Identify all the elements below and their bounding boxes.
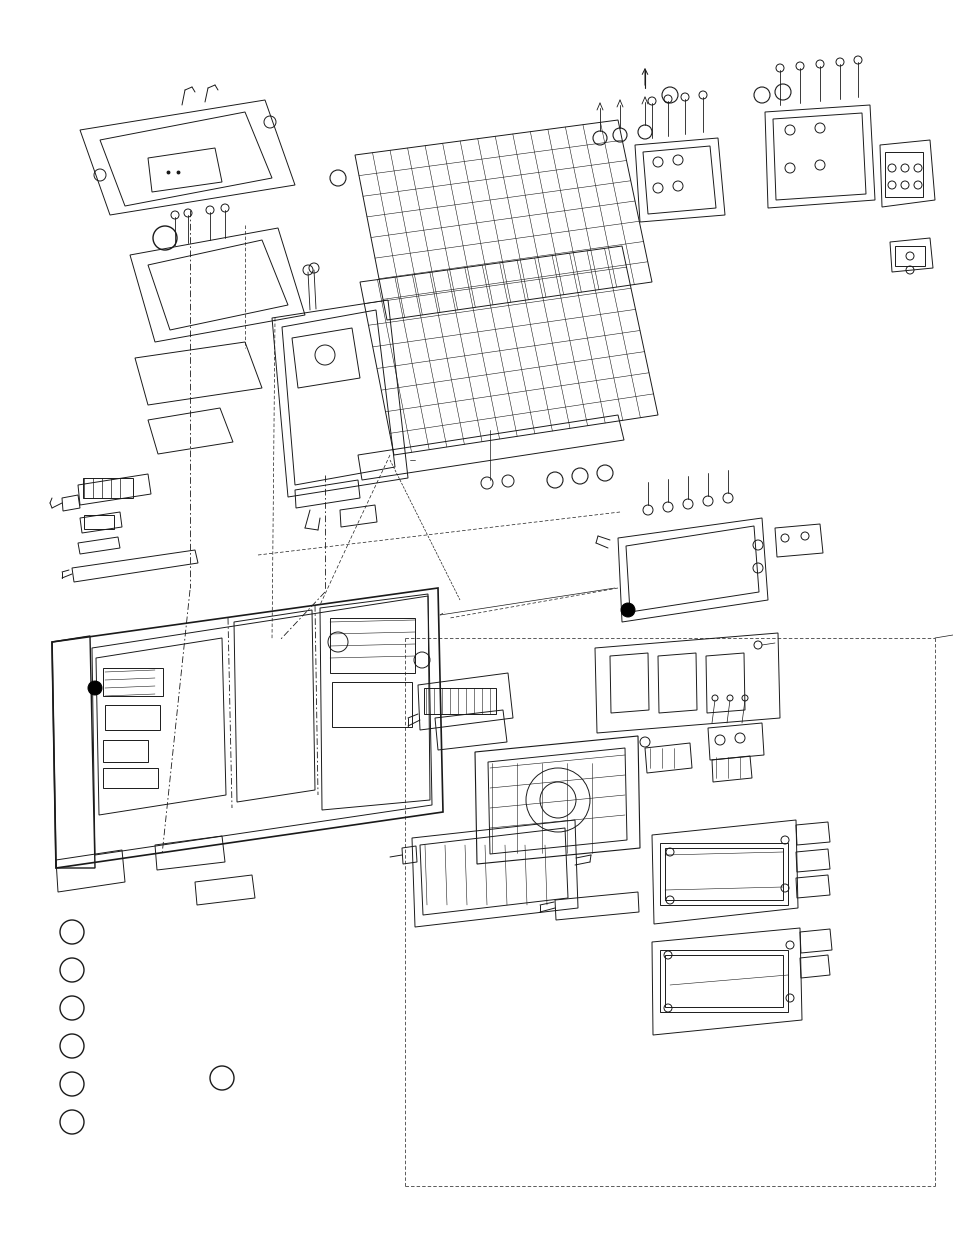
Bar bbox=[103, 668, 163, 697]
Bar bbox=[894, 246, 924, 266]
Bar bbox=[83, 478, 132, 498]
Circle shape bbox=[620, 603, 635, 618]
Bar bbox=[84, 515, 113, 529]
Bar bbox=[103, 768, 158, 788]
Bar bbox=[664, 955, 782, 1007]
Bar bbox=[884, 152, 923, 198]
Bar bbox=[659, 950, 787, 1011]
Bar bbox=[330, 618, 415, 673]
Bar bbox=[332, 682, 412, 727]
Bar bbox=[103, 740, 148, 762]
Circle shape bbox=[88, 680, 102, 695]
Bar bbox=[664, 848, 782, 900]
Bar bbox=[659, 844, 787, 905]
Bar bbox=[105, 705, 160, 730]
Bar bbox=[423, 688, 496, 714]
